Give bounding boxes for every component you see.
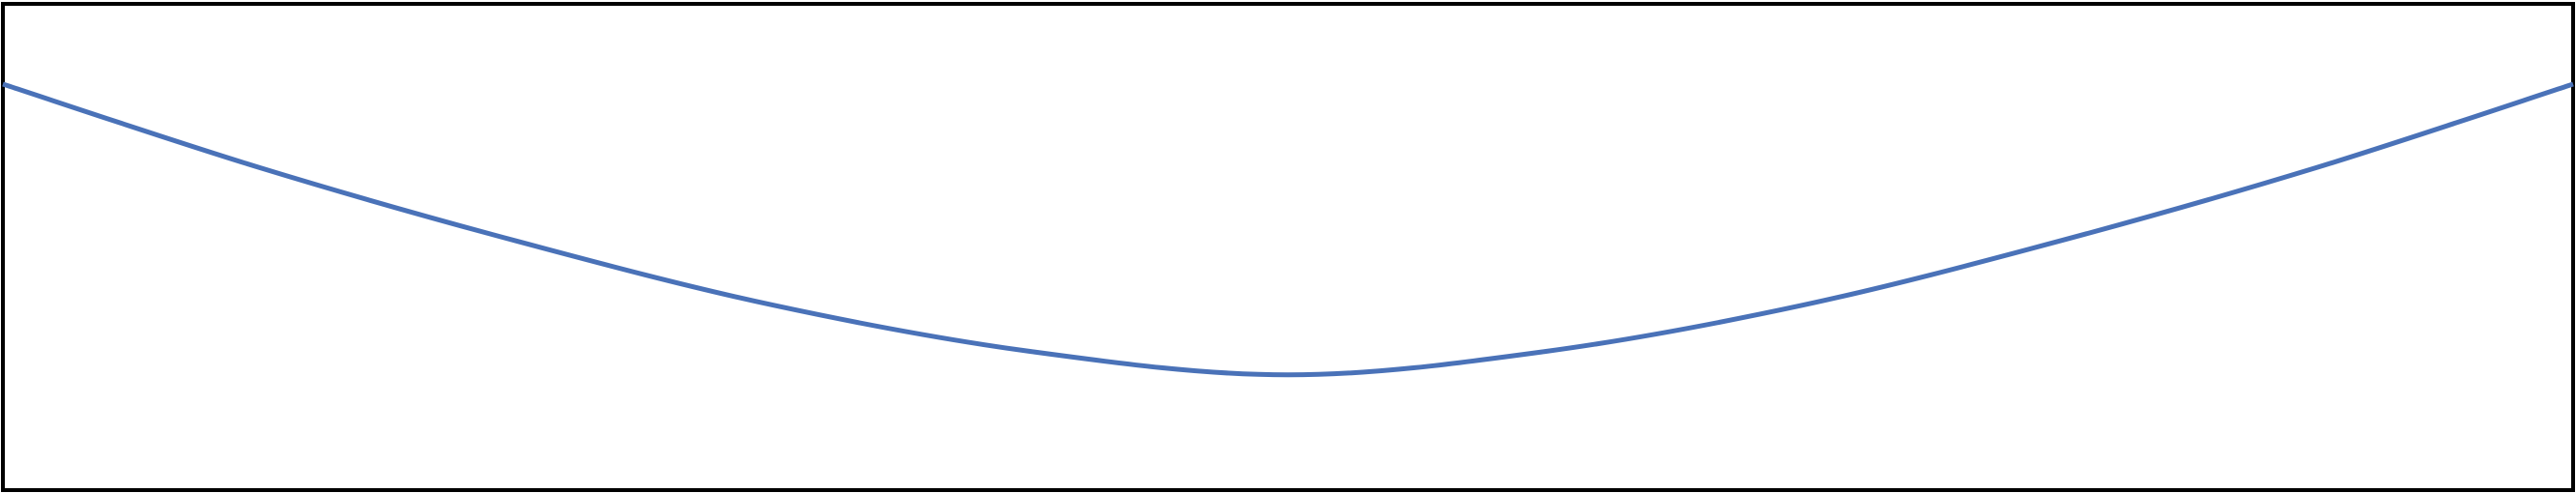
series-layer	[2, 81, 2574, 378]
series-line-0	[2, 81, 2574, 378]
